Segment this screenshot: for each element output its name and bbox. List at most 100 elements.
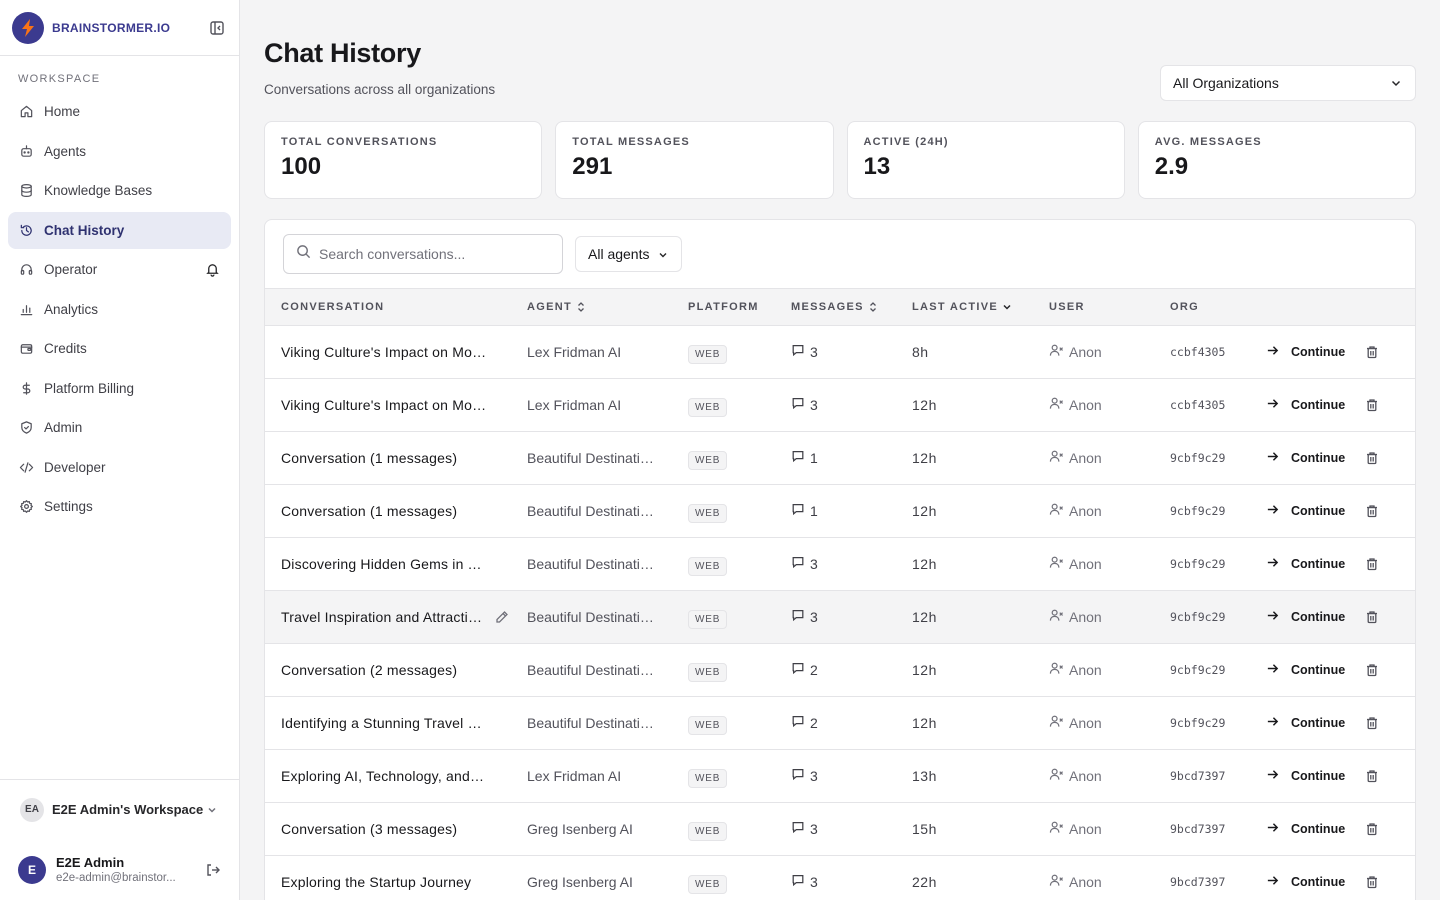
continue-button[interactable]: Continue <box>1266 768 1345 784</box>
column-header-last-active[interactable]: LAST ACTIVE <box>912 289 1049 326</box>
table-row[interactable]: Viking Culture's Impact on Modern Societ… <box>265 378 1415 432</box>
conversation-title[interactable]: Conversation (1 messages) <box>281 503 458 520</box>
sidebar-item-admin[interactable]: Admin <box>8 409 231 446</box>
table-row[interactable]: Identifying a Stunning Travel Destinatio… <box>265 696 1415 750</box>
sidebar-item-home[interactable]: Home <box>8 93 231 130</box>
column-header-messages[interactable]: MESSAGES <box>791 289 912 326</box>
trash-icon[interactable] <box>1365 504 1379 518</box>
avatar[interactable]: E <box>18 855 46 884</box>
table-row[interactable]: Viking Culture's Impact on Modern Societ… <box>265 325 1415 379</box>
chevron-down-icon <box>1389 76 1403 90</box>
logout-icon[interactable] <box>205 862 221 878</box>
conversation-title[interactable]: Discovering Hidden Gems in Travel <box>281 556 487 573</box>
messages-cell: 3 <box>791 749 912 803</box>
trash-icon[interactable] <box>1365 398 1379 412</box>
actions-cell: Continue <box>1266 802 1415 856</box>
table-row[interactable]: Exploring the Startup Journey Greg Isenbe… <box>265 855 1415 900</box>
brand-logo-icon[interactable] <box>12 11 44 44</box>
trash-icon[interactable] <box>1365 345 1379 359</box>
continue-button[interactable]: Continue <box>1266 609 1345 625</box>
sidebar-item-operator[interactable]: Operator <box>8 251 231 288</box>
conversation-title[interactable]: Viking Culture's Impact on Modern Societ… <box>281 344 487 361</box>
arrow-right-icon <box>1266 450 1291 466</box>
sidebar-item-credits[interactable]: Credits <box>8 330 231 367</box>
agent-name: Beautiful Destinations AI <box>527 556 657 573</box>
headset-icon <box>18 262 34 278</box>
column-header-conversation: CONVERSATION <box>265 289 527 326</box>
user-label: Anon <box>1069 396 1102 413</box>
continue-button[interactable]: Continue <box>1266 662 1345 678</box>
bell-icon[interactable] <box>205 262 221 278</box>
conversation-title[interactable]: Conversation (3 messages) <box>281 821 458 838</box>
sidebar-item-knowledge-bases[interactable]: Knowledge Bases <box>8 172 231 209</box>
user-label: Anon <box>1069 820 1102 837</box>
sidebar-item-settings[interactable]: Settings <box>8 488 231 525</box>
sidebar-item-label: Agents <box>44 143 87 159</box>
actions-cell: Continue <box>1266 325 1415 379</box>
edit-icon[interactable] <box>495 610 509 624</box>
conversation-title[interactable]: Travel Inspiration and Attractions <box>281 609 487 626</box>
trash-icon[interactable] <box>1365 663 1379 677</box>
continue-button[interactable]: Continue <box>1266 556 1345 572</box>
trash-icon[interactable] <box>1365 875 1379 889</box>
column-header-agent[interactable]: AGENT <box>527 289 688 326</box>
table-row[interactable]: Conversation (1 messages) Beautiful Desti… <box>265 431 1415 485</box>
anonymous-user-icon <box>1049 343 1069 360</box>
agent-filter-select[interactable]: All agents <box>575 236 683 272</box>
conversation-title[interactable]: Exploring AI, Technology, and the Future <box>281 768 487 785</box>
message-count: 3 <box>810 820 818 837</box>
anonymous-user-icon <box>1049 555 1069 572</box>
table-row[interactable]: Conversation (3 messages) Greg Isenberg A… <box>265 802 1415 856</box>
column-header-actions <box>1266 289 1415 326</box>
continue-button[interactable]: Continue <box>1266 344 1345 360</box>
gear-icon <box>18 499 34 515</box>
continue-button[interactable]: Continue <box>1266 397 1345 413</box>
chevron-down-icon <box>657 248 669 260</box>
workspace-switcher[interactable]: EA E2E Admin's Workspace <box>0 779 239 839</box>
continue-button[interactable]: Continue <box>1266 450 1345 466</box>
trash-icon[interactable] <box>1365 716 1379 730</box>
sidebar-item-platform-billing[interactable]: Platform Billing <box>8 370 231 407</box>
continue-button[interactable]: Continue <box>1266 715 1345 731</box>
search-input[interactable] <box>319 246 549 262</box>
user-label: Anon <box>1069 873 1102 890</box>
trash-icon[interactable] <box>1365 610 1379 624</box>
conversation-title[interactable]: Viking Culture's Impact on Modern Societ… <box>281 397 487 414</box>
sidebar-item-chat-history[interactable]: Chat History <box>8 211 231 249</box>
conversation-title[interactable]: Exploring the Startup Journey <box>281 874 472 891</box>
table-row[interactable]: Exploring AI, Technology, and the Future… <box>265 749 1415 803</box>
sort-icon <box>868 301 878 312</box>
user-email: e2e-admin@brainstor... <box>56 872 176 884</box>
organization-select[interactable]: All Organizations <box>1160 65 1416 101</box>
trash-icon[interactable] <box>1365 769 1379 783</box>
message-count: 3 <box>810 396 818 413</box>
sidebar-item-developer[interactable]: Developer <box>8 449 231 486</box>
trash-icon[interactable] <box>1365 451 1379 465</box>
conversation-title[interactable]: Conversation (2 messages) <box>281 662 458 679</box>
continue-button[interactable]: Continue <box>1266 503 1345 519</box>
sidebar-item-agents[interactable]: Agents <box>8 133 231 170</box>
user-cell: Anon <box>1049 802 1170 856</box>
trash-icon[interactable] <box>1365 822 1379 836</box>
continue-button[interactable]: Continue <box>1266 874 1345 890</box>
actions-cell: Continue <box>1266 855 1415 900</box>
org-id-cell: 9cbf9c29 <box>1170 484 1266 538</box>
table-row[interactable]: Conversation (2 messages) Beautiful Desti… <box>265 643 1415 697</box>
sidebar-collapse-icon[interactable] <box>207 18 227 38</box>
sidebar-item-analytics[interactable]: Analytics <box>8 291 231 328</box>
platform-cell: WEB <box>688 537 791 591</box>
agent-name: Greg Isenberg AI <box>527 874 633 891</box>
table-row[interactable]: Discovering Hidden Gems in Travel Beautif… <box>265 537 1415 591</box>
wallet-icon <box>18 341 34 357</box>
continue-button[interactable]: Continue <box>1266 821 1345 837</box>
trash-icon[interactable] <box>1365 557 1379 571</box>
table-row[interactable]: Travel Inspiration and Attractions Beauti… <box>265 590 1415 644</box>
workspace-badge: EA <box>20 797 44 822</box>
shield-icon <box>18 420 34 436</box>
conversation-title[interactable]: Identifying a Stunning Travel Destinatio… <box>281 715 487 732</box>
stat-label: AVG. MESSAGES <box>1154 136 1262 148</box>
continue-label: Continue <box>1291 715 1346 730</box>
conversation-title[interactable]: Conversation (1 messages) <box>281 450 458 467</box>
table-row[interactable]: Conversation (1 messages) Beautiful Desti… <box>265 484 1415 538</box>
conversation-cell: Conversation (1 messages) <box>265 431 527 485</box>
